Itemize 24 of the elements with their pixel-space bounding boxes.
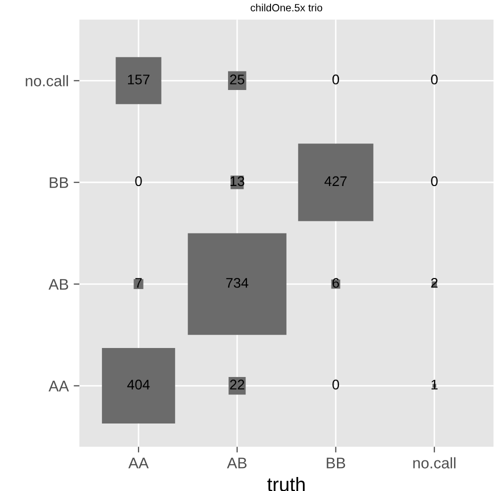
data-label: 0 — [431, 74, 438, 84]
data-label: 0 — [431, 176, 438, 186]
data-label: 0 — [135, 176, 142, 186]
y-tick-label: BB — [50, 177, 68, 188]
x-tick-label: BB — [326, 458, 346, 468]
y-tick-label: AB — [48, 279, 68, 290]
data-label: 1 — [432, 380, 438, 390]
chart-title: childOne.5x trio — [250, 4, 322, 12]
y-tick-label: no.call — [26, 75, 68, 86]
data-label: 427 — [324, 176, 347, 186]
data-label: 0 — [332, 74, 340, 84]
data-label: 734 — [226, 278, 248, 288]
data-label: 404 — [127, 380, 150, 390]
data-label: 6 — [332, 278, 339, 288]
data-label: 25 — [230, 74, 244, 84]
data-label: 157 — [128, 74, 150, 84]
y-tick-label: AA — [48, 380, 69, 392]
x-tick-label: AA — [128, 458, 149, 468]
data-label: 7 — [135, 278, 142, 288]
x-axis-title: truth — [267, 477, 305, 491]
x-tick-label: AB — [226, 458, 247, 468]
x-tick-label: no.call — [413, 457, 456, 468]
data-label: 0 — [332, 380, 340, 390]
data-label: 22 — [230, 380, 244, 390]
